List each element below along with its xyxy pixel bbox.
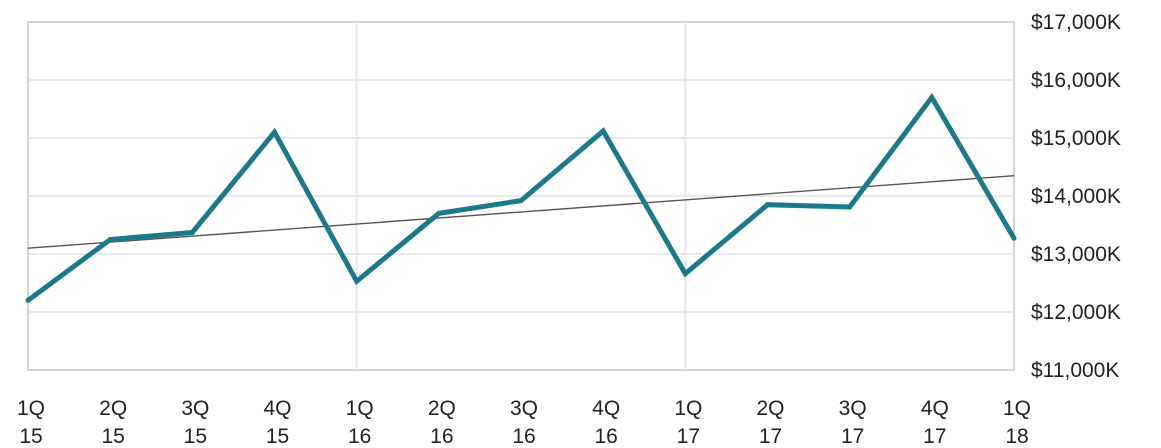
y-tick-label: $15,000K — [1031, 127, 1121, 150]
trendline-group — [27, 175, 1015, 249]
x-tick-label-year: 16 — [512, 425, 535, 448]
x-tick-label-quarter: 2Q — [99, 397, 127, 420]
data-point — [1011, 235, 1017, 241]
data-point — [929, 94, 935, 100]
x-tick-label-year: 16 — [348, 425, 371, 448]
x-tick-label-quarter: 4Q — [921, 397, 949, 420]
x-tick-label-year: 15 — [184, 425, 207, 448]
y-tick-label: $14,000K — [1031, 185, 1121, 208]
data-point — [189, 230, 195, 236]
y-tick-label: $13,000K — [1031, 243, 1121, 266]
y-tick-label: $12,000K — [1031, 301, 1121, 324]
y-tick-label: $16,000K — [1031, 69, 1121, 92]
x-tick-label-quarter: 1Q — [17, 397, 45, 420]
y-tick-label: $11,000K — [1031, 359, 1119, 382]
x-axis-tick-labels: 1Q 15 2Q 15 3Q 15 4Q 15 1Q 16 2Q 16 3Q 16 4Q 16 1Q 17 2Q 17… — [17, 397, 1031, 448]
x-tick-label-year: 16 — [594, 425, 617, 448]
data-point — [765, 202, 770, 208]
data-point — [272, 129, 277, 135]
x-tick-label-quarter: 4Q — [592, 397, 620, 420]
y-axis-tick-labels: $11,000K $12,000K $13,000K $14,000K $15,000K… — [1031, 11, 1121, 382]
data-point — [600, 128, 606, 134]
x-tick-label-year: 17 — [923, 425, 946, 448]
x-tick-label-quarter: 4Q — [263, 397, 291, 420]
x-tick-label-quarter: 1Q — [1003, 397, 1031, 420]
data-point — [25, 297, 31, 303]
x-tick-label-year: 17 — [759, 425, 782, 448]
y-tick-label: $17,000K — [1031, 11, 1121, 34]
x-tick-label-quarter: 3Q — [181, 397, 209, 420]
x-tick-label-year: 15 — [101, 425, 124, 448]
x-tick-label-year: 16 — [430, 425, 453, 448]
grid-lines — [28, 22, 1014, 370]
x-tick-label-quarter: 2Q — [428, 397, 456, 420]
x-tick-label-quarter: 1Q — [346, 397, 374, 420]
x-tick-label-year: 15 — [266, 425, 289, 448]
x-tick-label-year: 15 — [19, 425, 42, 448]
x-tick-label-quarter: 1Q — [674, 397, 702, 420]
x-tick-label-quarter: 3Q — [839, 397, 867, 420]
data-point — [107, 237, 113, 242]
trendline — [27, 175, 1015, 249]
x-tick-label-quarter: 3Q — [510, 397, 538, 420]
data-point — [847, 204, 853, 210]
series-group — [25, 92, 1017, 303]
x-tick-label-year: 17 — [841, 425, 864, 448]
data-point — [682, 271, 688, 277]
x-tick-label-year: 18 — [1005, 425, 1028, 448]
data-point — [518, 198, 524, 204]
x-tick-label-year: 17 — [677, 425, 700, 448]
x-tick-label-quarter: 2Q — [756, 397, 784, 420]
data-point — [354, 278, 360, 284]
data-point — [436, 210, 442, 216]
